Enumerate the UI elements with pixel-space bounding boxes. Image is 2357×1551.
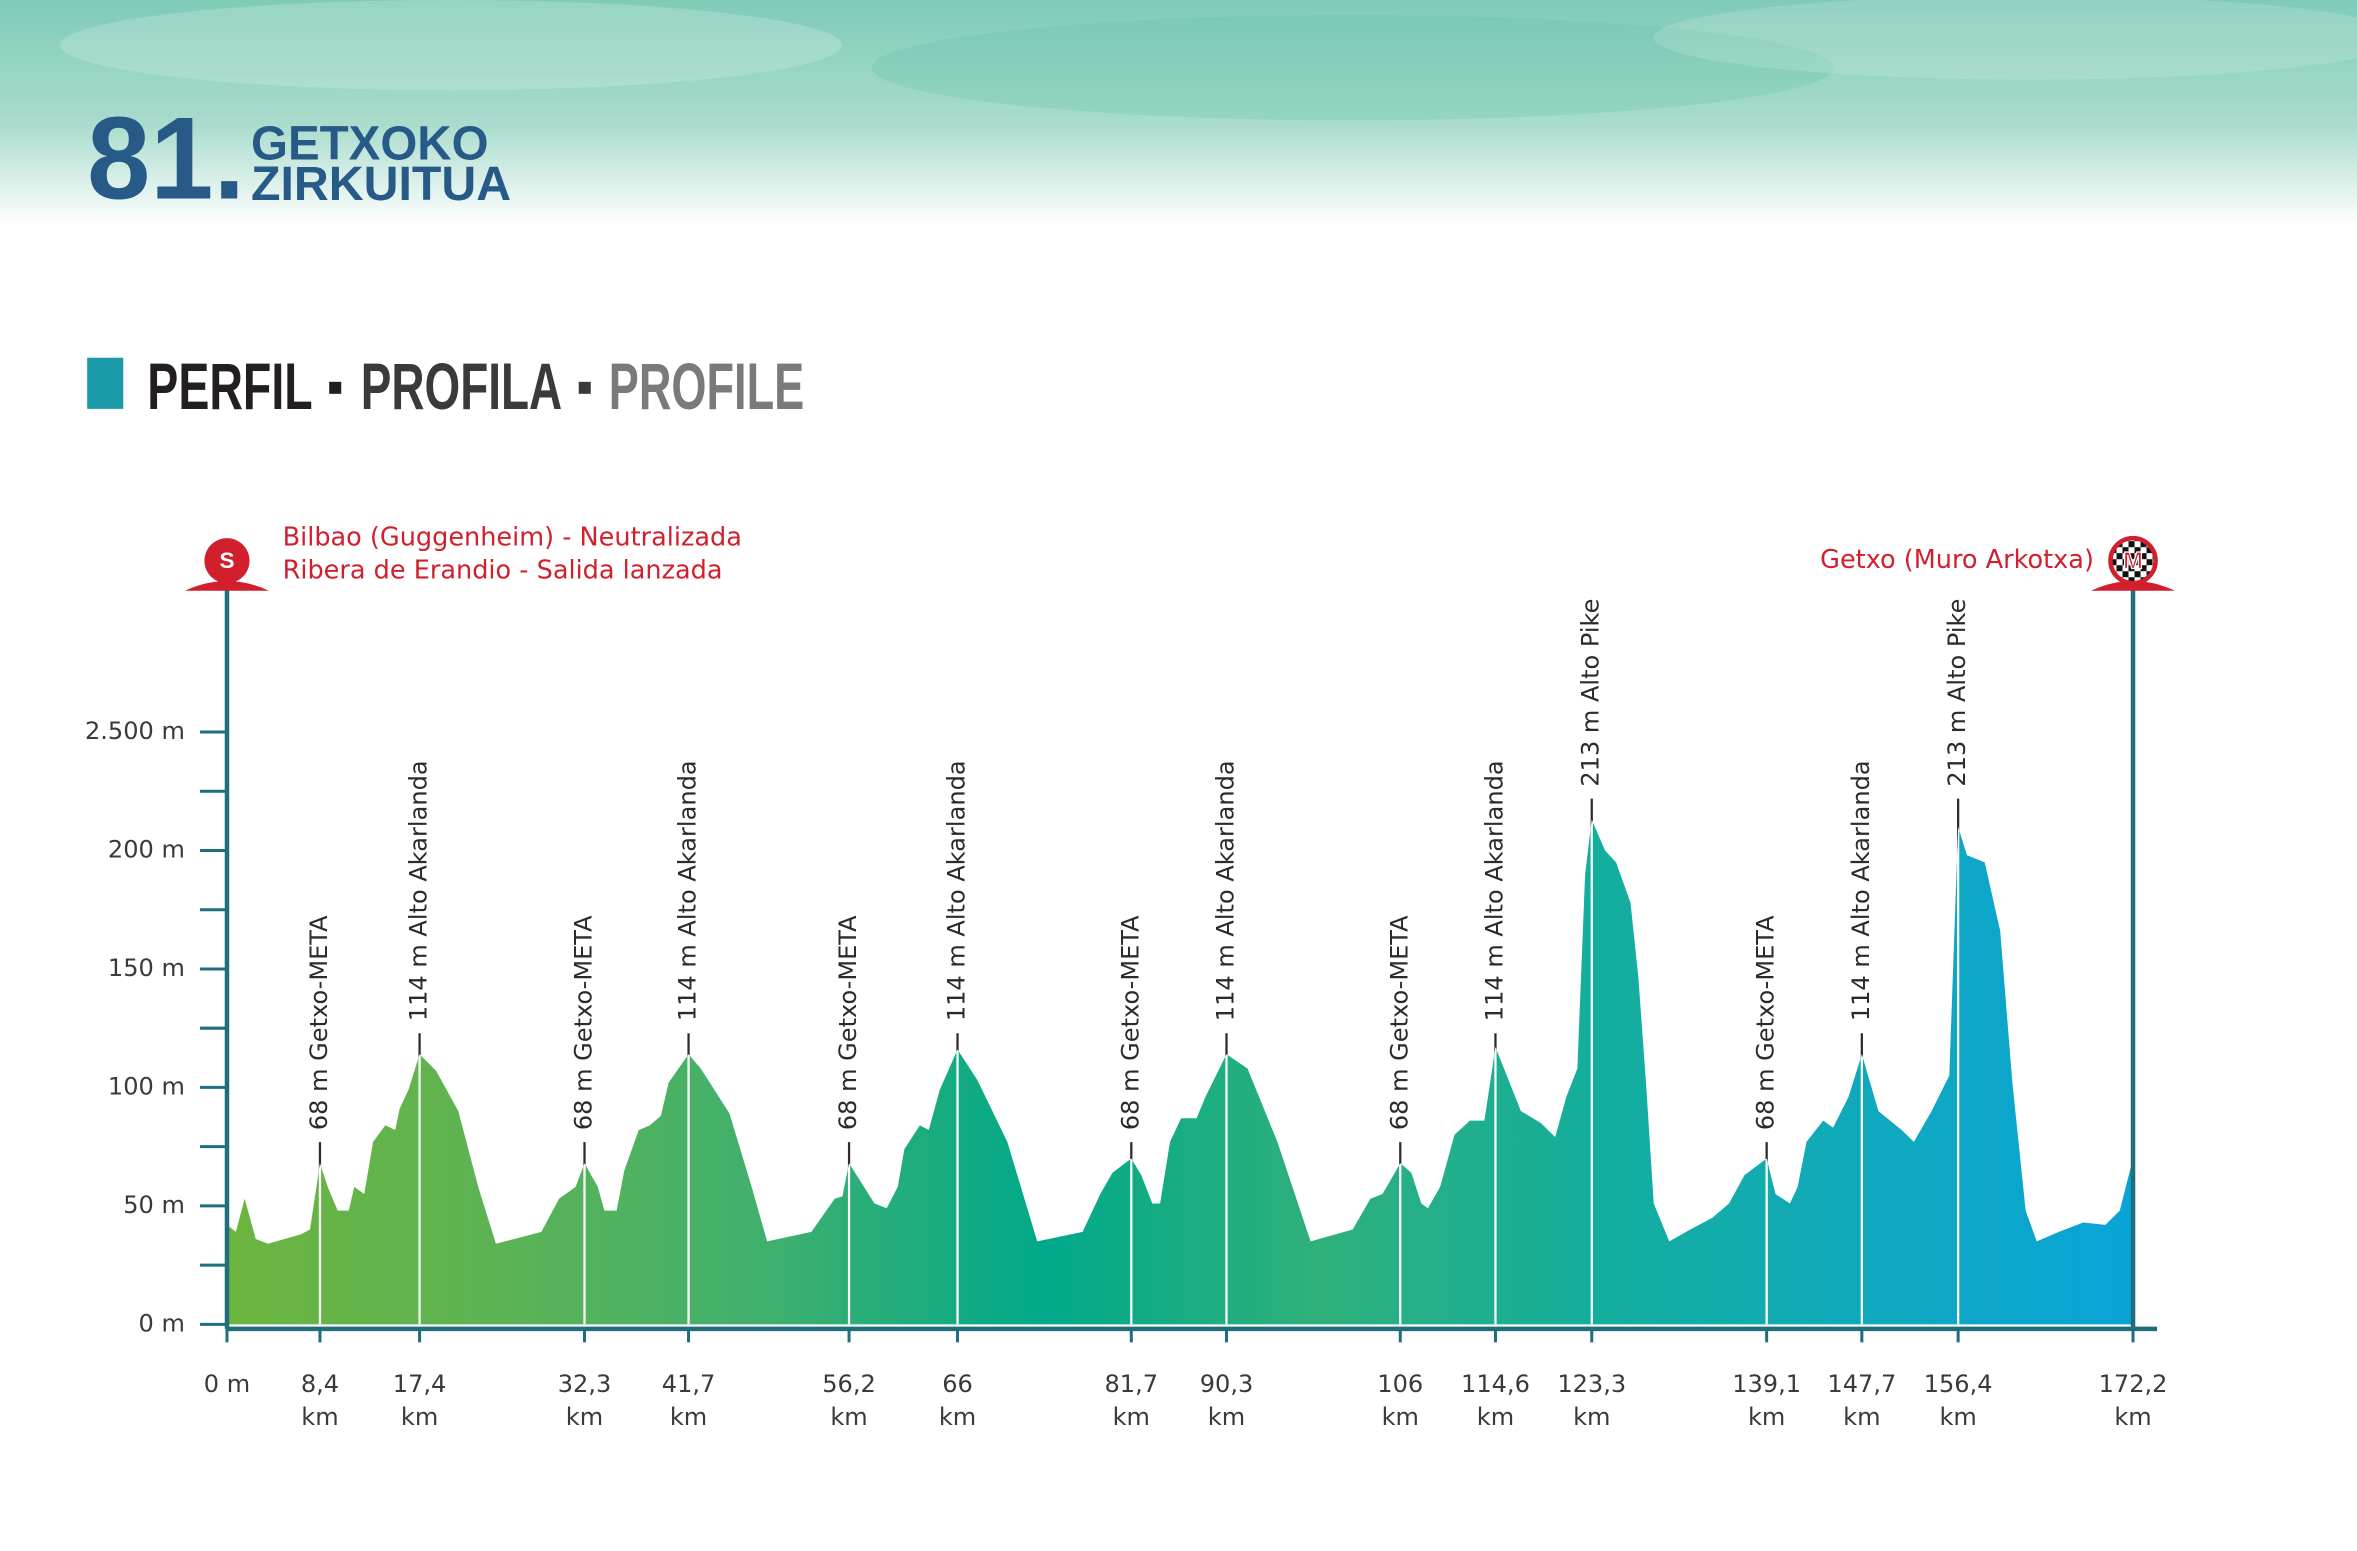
- annotation-label: 114 m Alto Akarlanda: [1480, 760, 1508, 1021]
- x-tick-unit: km: [401, 1403, 438, 1431]
- section-title: PERFIL: [147, 350, 312, 424]
- y-tick-label: 2.500 m: [85, 717, 185, 745]
- annotation-label: 68 m Getxo-META: [570, 915, 598, 1130]
- pin-circle: [204, 538, 250, 584]
- pin-base: [184, 580, 270, 591]
- annotation-label: 114 m Alto Akarlanda: [1847, 760, 1875, 1021]
- annotation-lines-inner: [318, 819, 1960, 1325]
- x-tick-unit: km: [1477, 1403, 1514, 1431]
- x-tick-label: 172,2: [2099, 1370, 2168, 1398]
- pin-letter: M: [2123, 548, 2143, 575]
- annotation-label: 68 m Getxo-META: [1116, 915, 1144, 1130]
- x-tick-label: 41,7: [662, 1370, 716, 1398]
- annotation-label: 68 m Getxo-META: [1752, 915, 1780, 1130]
- x-tick-label: 56,2: [822, 1370, 876, 1398]
- y-tick-label: 50 m: [123, 1191, 185, 1219]
- y-tick-label: 200 m: [108, 836, 185, 864]
- section-title: PROFILA: [361, 350, 562, 424]
- x-tick-unit: km: [2114, 1403, 2151, 1431]
- separator: [329, 381, 342, 394]
- pin-base: [2090, 580, 2176, 591]
- x-tick-label: 32,3: [558, 1370, 612, 1398]
- x-tick-unit: km: [1748, 1403, 1785, 1431]
- x-tick-label: 156,4: [1924, 1370, 1993, 1398]
- y-tick-label: 100 m: [108, 1072, 185, 1100]
- x-tick-unit: km: [566, 1403, 603, 1431]
- x-tick-label: 147,7: [1827, 1370, 1896, 1398]
- annotation-label: 68 m Getxo-META: [1385, 915, 1413, 1130]
- start-label: Bilbao (Guggenheim) - Neutralizada: [283, 523, 742, 553]
- elevation-profile: [226, 819, 2134, 1325]
- x-tick-unit: km: [670, 1403, 707, 1431]
- section-title: PROFILE: [609, 350, 804, 424]
- annotation-label: 114 m Alto Akarlanda: [405, 760, 433, 1021]
- annotation-label: 114 m Alto Akarlanda: [1211, 760, 1239, 1021]
- annotation-label: 213 m Alto Pike: [1577, 599, 1605, 787]
- x-tick-unit: km: [1113, 1403, 1150, 1431]
- x-tick-unit: km: [1939, 1403, 1976, 1431]
- x-tick-label: 8,4: [301, 1370, 339, 1398]
- x-tick-label: 81,7: [1105, 1370, 1159, 1398]
- profile-chart: 0 m 50 m 100 m 150 m 200 m 2.500 m 68 m Getxo-…: [85, 523, 2176, 1431]
- x-tick-label: 17,4: [393, 1370, 447, 1398]
- x-tick-unit: km: [301, 1403, 338, 1431]
- y-tick-label: 150 m: [108, 954, 185, 982]
- annotation-label: 68 m Getxo-META: [305, 915, 333, 1130]
- x-tick-unit: km: [939, 1403, 976, 1431]
- annotation-label: 213 m Alto Pike: [1943, 599, 1971, 787]
- annotation-label: 114 m Alto Akarlanda: [943, 760, 971, 1021]
- pin-circle: [2108, 535, 2158, 586]
- start-label: Ribera de Erandio - Salida lanzada: [283, 556, 723, 586]
- pin-letter: S: [219, 548, 234, 573]
- finish-label: Getxo (Muro Arkotxa): [1820, 545, 2094, 575]
- x-tick-unit: km: [1843, 1403, 1880, 1431]
- annotation-label: 68 m Getxo-META: [834, 915, 862, 1130]
- x-tick-unit: km: [1573, 1403, 1610, 1431]
- x-tick-label: 90,3: [1200, 1370, 1254, 1398]
- x-tick-label: 123,3: [1557, 1370, 1626, 1398]
- title-marker: [87, 357, 124, 409]
- x-tick-label: 139,1: [1732, 1370, 1801, 1398]
- x-tick-label: 0 m: [204, 1370, 250, 1398]
- header-banner: [0, 0, 2357, 226]
- x-tick-label: 106: [1377, 1370, 1423, 1398]
- x-tick-unit: km: [1208, 1403, 1245, 1431]
- y-tick-label: 0 m: [139, 1309, 185, 1337]
- x-tick-unit: km: [830, 1403, 867, 1431]
- logo-line: ZIRKUITUA: [251, 157, 511, 211]
- logo-line: GETXOKO: [251, 116, 489, 170]
- logo-number: 81.: [87, 92, 245, 223]
- separator: [578, 381, 591, 394]
- x-tick-label: 114,6: [1461, 1370, 1530, 1398]
- x-tick-label: 66: [942, 1370, 973, 1398]
- x-tick-unit: km: [1382, 1403, 1419, 1431]
- annotation-label: 114 m Alto Akarlanda: [674, 760, 702, 1021]
